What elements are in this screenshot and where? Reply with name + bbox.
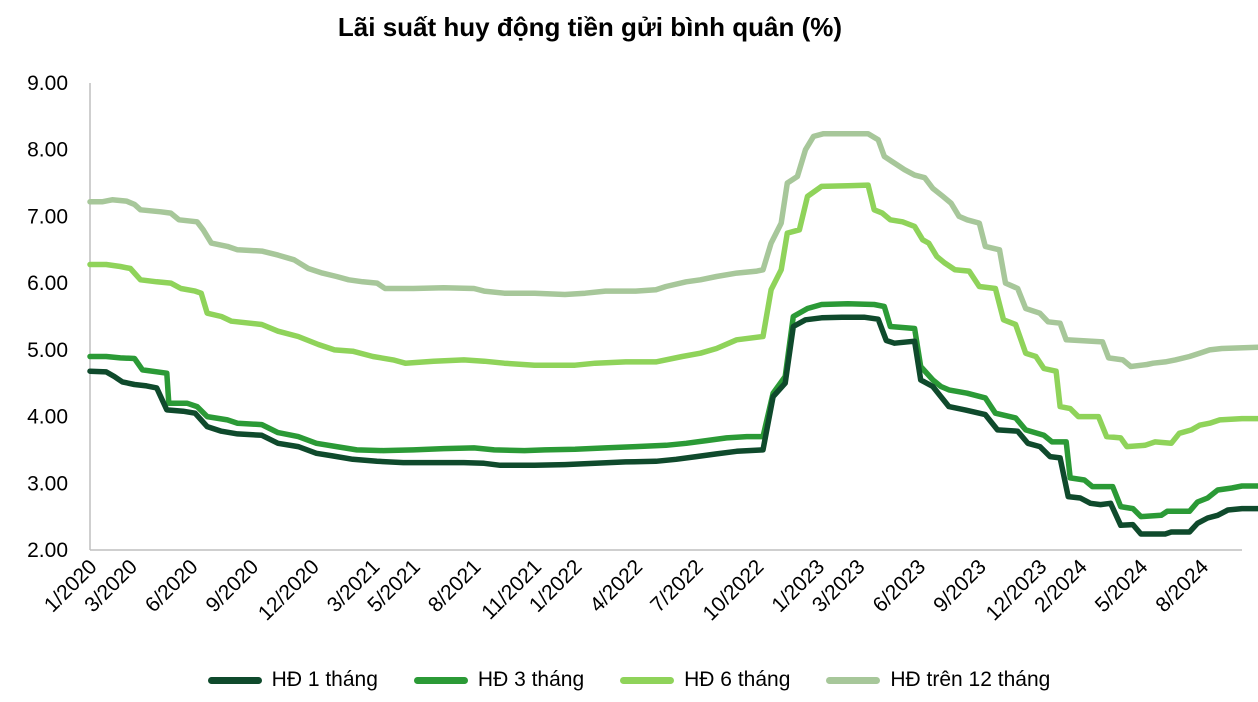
legend-swatch	[207, 676, 262, 684]
y-axis-ticks: 2.00 3.00 4.00 5.00 6.00 7.00 8.00 9.00	[27, 72, 68, 562]
legend-item-hd-tren-12-thang: HĐ trên 12 tháng	[826, 668, 1050, 692]
legend-label: HĐ 6 tháng	[684, 668, 791, 691]
y-tick-label: 6.00	[27, 272, 68, 295]
y-tick-label: 2.00	[27, 539, 68, 562]
series-line-0	[87, 314, 1258, 537]
legend-item-hd-1-thang: HĐ 1 tháng	[207, 668, 378, 692]
legend-swatch	[620, 676, 675, 684]
legend-label: HĐ trên 12 tháng	[890, 668, 1051, 691]
y-tick-label: 5.00	[27, 339, 68, 362]
x-tick-label: 4/2022	[586, 555, 648, 617]
y-tick-label: 4.00	[27, 406, 68, 429]
x-tick-label: 5/2024	[1091, 555, 1153, 617]
legend-label: HĐ 3 tháng	[477, 668, 585, 691]
series-line-3	[87, 130, 1258, 370]
y-tick-label: 9.00	[27, 72, 68, 95]
y-tick-label: 8.00	[27, 139, 68, 162]
series-layer	[87, 130, 1258, 537]
legend-item-hd-3-thang: HĐ 3 tháng	[413, 668, 585, 692]
chart-title: Lãi suất huy động tiền gửi bình quân (%)	[337, 12, 843, 42]
x-tick-label: 6/2023	[868, 555, 930, 617]
legend-swatch	[413, 676, 468, 684]
y-tick-label: 3.00	[27, 472, 68, 495]
x-axis-ticks: 1/20203/20206/20209/202012/20203/20215/2…	[40, 555, 1213, 625]
line-chart: 2.00 3.00 4.00 5.00 6.00 7.00 8.00 9.00 1/20203…	[27, 72, 1258, 625]
chart-axes	[89, 83, 1242, 551]
x-tick-label: 6/2020	[141, 555, 203, 617]
legend-swatch	[826, 676, 881, 684]
y-tick-label: 7.00	[27, 205, 68, 228]
legend-label: HĐ 1 tháng	[271, 668, 378, 691]
series-line-1	[87, 301, 1258, 520]
legend-item-hd-6-thang: HĐ 6 tháng	[620, 668, 790, 692]
series-line-2	[87, 182, 1258, 450]
chart-legend: HĐ 1 tháng HĐ 3 tháng HĐ 6 tháng HĐ trên…	[0, 668, 1258, 692]
x-tick-label: 8/2024	[1151, 555, 1213, 617]
x-tick-label: 12/2020	[254, 555, 324, 625]
x-tick-label: 10/2022	[699, 555, 769, 625]
